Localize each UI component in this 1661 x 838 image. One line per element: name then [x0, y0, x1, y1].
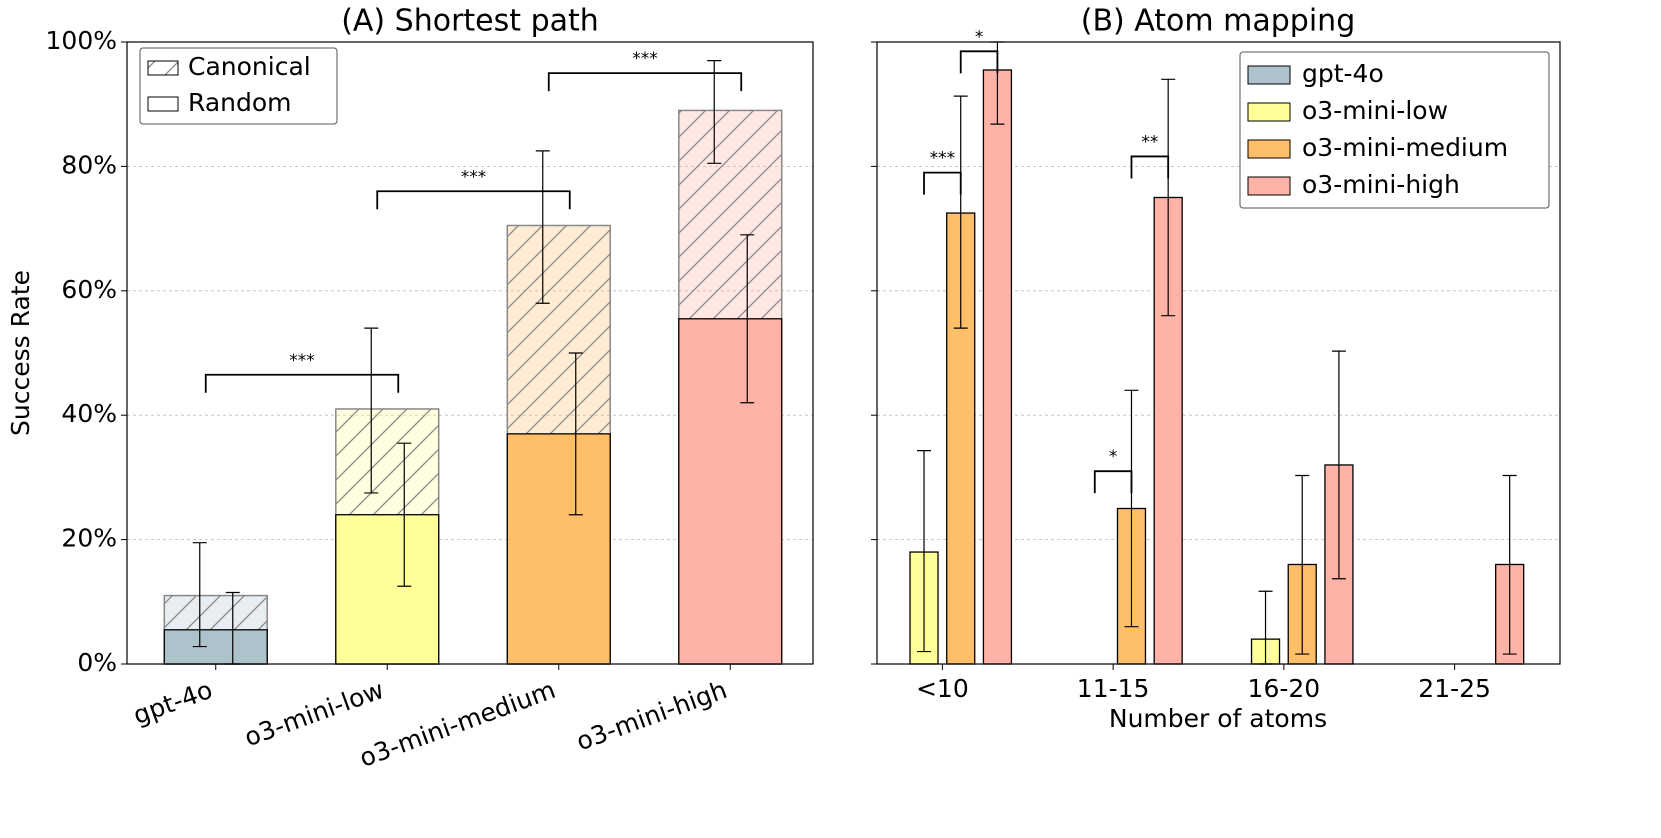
- y-axis-label: Success Rate: [6, 270, 35, 436]
- legend-swatch: [147, 96, 179, 112]
- error-bar: [740, 234, 755, 404]
- legend-swatch: [1247, 65, 1291, 85]
- significance-label: **: [1141, 132, 1158, 152]
- significance-label: *: [1109, 447, 1118, 467]
- error-bar: [1124, 389, 1139, 628]
- legend-label: Random: [188, 88, 292, 117]
- y-tick-label: 80%: [61, 150, 117, 179]
- significance-bracket: [1093, 470, 1133, 494]
- bar: [982, 69, 1013, 665]
- plot-frame: [126, 41, 814, 665]
- legend-swatch: [1247, 139, 1291, 159]
- legend-label: o3-mini-low: [1302, 96, 1448, 125]
- bar: [678, 318, 783, 665]
- y-tick-label: 40%: [61, 399, 117, 428]
- legend-label: Canonical: [188, 52, 311, 81]
- error-bar: [1331, 350, 1346, 580]
- significance-label: ***: [632, 49, 658, 69]
- significance-label: ***: [461, 167, 487, 187]
- significance-bracket: [959, 50, 999, 74]
- legend-label: o3-mini-medium: [1302, 133, 1508, 162]
- legend-label: o3-mini-high: [1302, 170, 1460, 199]
- x-tick-label: o3-mini-low: [241, 675, 388, 752]
- significance-label: ***: [930, 149, 956, 169]
- significance-bracket: [204, 373, 400, 393]
- y-tick-label: 20%: [61, 524, 117, 553]
- legend-box: [1239, 51, 1550, 209]
- bar: [163, 629, 268, 665]
- panel-b-title: (B) Atom mapping: [1081, 4, 1355, 39]
- error-bar: [1161, 78, 1176, 317]
- significance-bracket: [923, 171, 962, 195]
- bar: [335, 514, 440, 665]
- significance-bracket: [547, 72, 743, 92]
- x-tick-label: 16-20: [1248, 674, 1321, 703]
- x-tick-label: o3-mini-medium: [356, 675, 560, 773]
- error-bar: [364, 327, 379, 494]
- x-tick-label: 21-25: [1418, 674, 1491, 703]
- panel-a-title: (A) Shortest path: [341, 4, 599, 39]
- error-bar: [192, 542, 207, 648]
- error-bar: [707, 60, 722, 164]
- y-tick-label: 60%: [61, 275, 117, 304]
- bar: [506, 433, 611, 665]
- x-tick-label: 11-15: [1077, 674, 1150, 703]
- error-bar: [397, 442, 412, 587]
- error-bar: [535, 150, 550, 304]
- legend-swatch: [147, 60, 179, 76]
- legend-swatch: [1247, 102, 1291, 122]
- legend-label: gpt-4o: [1302, 59, 1384, 88]
- x-tick-label: o3-mini-high: [572, 675, 730, 756]
- x-axis-label: Number of atoms: [1109, 704, 1327, 733]
- x-tick-label: gpt-4o: [129, 675, 216, 730]
- significance-label: *: [975, 27, 984, 47]
- x-tick-label: <10: [916, 674, 969, 703]
- significance-label: ***: [289, 351, 315, 371]
- significance-bracket: [376, 190, 571, 210]
- error-bar: [1295, 474, 1310, 655]
- error-bar: [1502, 474, 1517, 655]
- significance-bracket: [1130, 155, 1170, 179]
- legend-swatch: [1247, 176, 1291, 196]
- error-bar: [953, 95, 968, 329]
- y-tick-label: 0%: [77, 648, 117, 677]
- error-bar: [917, 450, 932, 653]
- legend-box: [139, 47, 338, 125]
- error-bar: [568, 352, 583, 516]
- y-tick-label: 100%: [46, 26, 117, 55]
- plot-frame: [876, 41, 1561, 665]
